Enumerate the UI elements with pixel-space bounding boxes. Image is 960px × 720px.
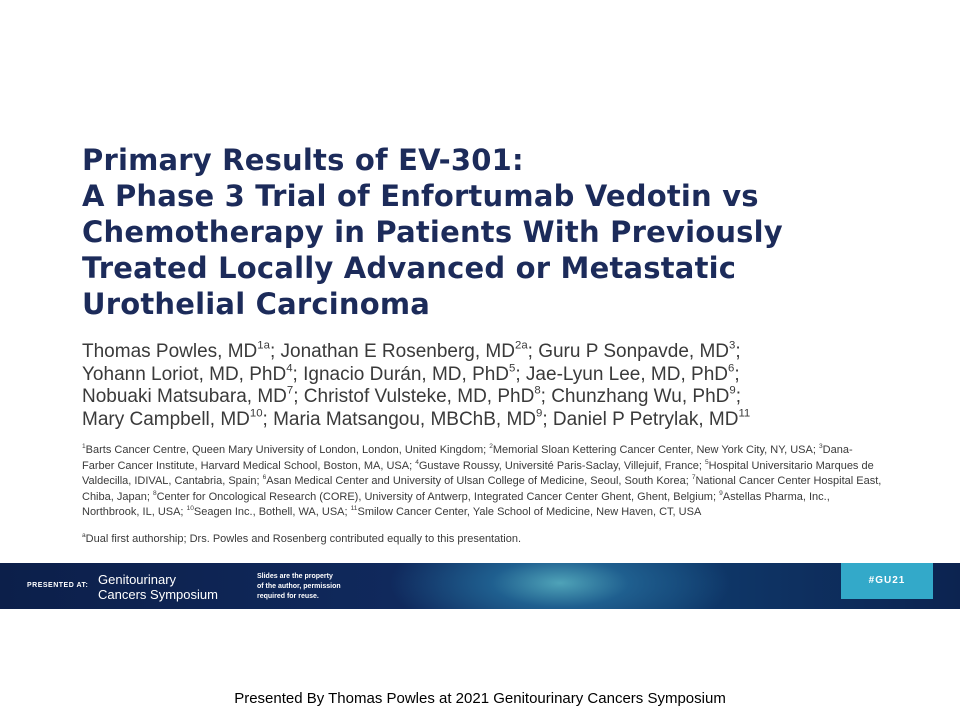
affiliation-number: 6 bbox=[262, 474, 267, 482]
footnote-mark: a bbox=[82, 532, 86, 540]
author-affiliation-mark: 11 bbox=[738, 406, 751, 419]
author-name: ; Maria Matsangou, MBChB, MD bbox=[262, 408, 537, 430]
author-affiliation-mark: 1a bbox=[257, 339, 270, 352]
author-list: Thomas Powles, MD1a; Jonathan E Rosenber… bbox=[82, 339, 902, 432]
author-affiliation-mark: 7 bbox=[286, 384, 294, 397]
author-line: Mary Campbell, MD10; Maria Matsangou, MB… bbox=[82, 406, 902, 432]
affiliation-number: 3 bbox=[818, 443, 823, 451]
reuse-notice: Slides are the property of the author, p… bbox=[257, 572, 341, 602]
title-line: Primary Results of EV-301: bbox=[82, 143, 524, 177]
author-name: ; bbox=[735, 341, 741, 362]
affiliation-text: Barts Cancer Centre, Queen Mary Universi… bbox=[85, 444, 490, 456]
author-name: ; Jae-Lyun Lee, MD, PhD bbox=[515, 363, 728, 385]
affiliations: 1Barts Cancer Centre, Queen Mary Univers… bbox=[82, 443, 882, 521]
presented-at: PRESENTED AT: bbox=[27, 582, 89, 589]
author-name: ; bbox=[734, 363, 740, 385]
affiliation-number: 5 bbox=[704, 458, 709, 466]
footnote: aDual first authorship; Drs. Powles and … bbox=[82, 532, 522, 545]
affiliation-text: Hospital Universitario Marques de Valdec… bbox=[82, 459, 874, 488]
author-name: Yohann Loriot, MD, PhD bbox=[82, 363, 287, 385]
symposium-name: Genitourinary Cancers Symposium bbox=[98, 572, 218, 602]
symposium-line: Genitourinary bbox=[98, 572, 177, 587]
affiliation-number: 1 bbox=[82, 443, 86, 451]
notice-line: Slides are the property bbox=[257, 573, 333, 580]
title-line: Urothelial Carcinoma bbox=[82, 287, 431, 321]
author-line: Thomas Powles, MD1a; Jonathan E Rosenber… bbox=[82, 339, 902, 364]
affiliation-text: Astellas Pharma, Inc., Northbrook, IL, U… bbox=[82, 490, 830, 519]
author-name: ; Guru P Sonpavde, MD bbox=[527, 341, 730, 362]
title-line: A Phase 3 Trial of Enfortumab Vedotin vs bbox=[82, 179, 759, 213]
author-line: Yohann Loriot, MD, PhD4; Ignacio Durán, … bbox=[82, 361, 902, 387]
author-name: Mary Campbell, MD bbox=[82, 408, 250, 430]
affiliation-text: Smilow Cancer Center, Yale School of Med… bbox=[357, 506, 702, 518]
affiliation-number: 9 bbox=[719, 489, 723, 497]
author-affiliation-mark: 4 bbox=[286, 361, 293, 374]
title-line: Chemotherapy in Patients With Previously bbox=[82, 215, 783, 249]
author-affiliation-mark: 5 bbox=[509, 361, 516, 374]
notice-line: required for reuse. bbox=[257, 593, 319, 600]
author-affiliation-mark: 2a bbox=[514, 339, 528, 352]
footnote-text: Dual first authorship; Drs. Powles and R… bbox=[85, 533, 522, 545]
notice-line: of the author, permission bbox=[257, 583, 341, 590]
author-affiliation-mark: 8 bbox=[534, 384, 541, 397]
affiliation-number: 8 bbox=[152, 489, 157, 497]
affiliation-text: Memorial Sloan Kettering Cancer Center, … bbox=[492, 444, 819, 456]
symposium-line: Cancers Symposium bbox=[98, 587, 218, 602]
affiliation-text: Asan Medical Center and University of Ul… bbox=[266, 475, 692, 487]
affiliation-number: 11 bbox=[350, 505, 358, 513]
author-affiliation-mark: 10 bbox=[249, 406, 263, 419]
author-affiliation-mark: 9 bbox=[536, 406, 543, 419]
author-line: Nobuaki Matsubara, MD7; Christof Vulstek… bbox=[82, 384, 902, 409]
author-name: Nobuaki Matsubara, MD bbox=[82, 386, 287, 407]
author-affiliation-mark: 9 bbox=[729, 384, 736, 397]
slide-title: Primary Results of EV-301: A Phase 3 Tria… bbox=[82, 142, 783, 322]
author-name: ; Chunzhang Wu, PhD bbox=[540, 386, 730, 407]
affiliation-number: 7 bbox=[691, 474, 696, 482]
author-affiliation-mark: 6 bbox=[728, 361, 735, 374]
affiliation-text: Gustave Roussy, Université Paris-Saclay,… bbox=[418, 459, 705, 472]
author-name: ; Christof Vulsteke, MD, PhD bbox=[293, 386, 535, 407]
affiliation-text: National Cancer Center Hospital East, Ch… bbox=[82, 475, 882, 503]
affiliation-text: Dana-Farber Cancer Institute, Harvard Me… bbox=[82, 444, 853, 472]
author-name: ; Ignacio Durán, MD, PhD bbox=[292, 363, 510, 385]
affiliation-number: 4 bbox=[415, 458, 419, 466]
author-name: ; Jonathan E Rosenberg, MD bbox=[269, 341, 515, 362]
author-name: Thomas Powles, MD bbox=[82, 341, 258, 362]
author-affiliation-mark: 3 bbox=[729, 339, 736, 352]
affiliation-number: 10 bbox=[186, 505, 194, 513]
author-name: ; bbox=[735, 386, 741, 407]
caption: Presented By Thomas Powles at 2021 Genit… bbox=[234, 690, 726, 707]
affiliation-number: 2 bbox=[489, 443, 493, 451]
affiliation-text: Seagen Inc., Bothell, WA, USA; bbox=[193, 506, 351, 518]
affiliation-text: Center for Oncological Research (CORE), … bbox=[156, 490, 720, 503]
hashtag: #GU21 bbox=[841, 563, 933, 599]
title-line: Treated Locally Advanced or Metastatic bbox=[82, 251, 737, 285]
author-name: ; Daniel P Petrylak, MD bbox=[542, 408, 739, 430]
conference-banner: PRESENTED AT: Genitourinary Cancers Symp… bbox=[0, 563, 960, 609]
